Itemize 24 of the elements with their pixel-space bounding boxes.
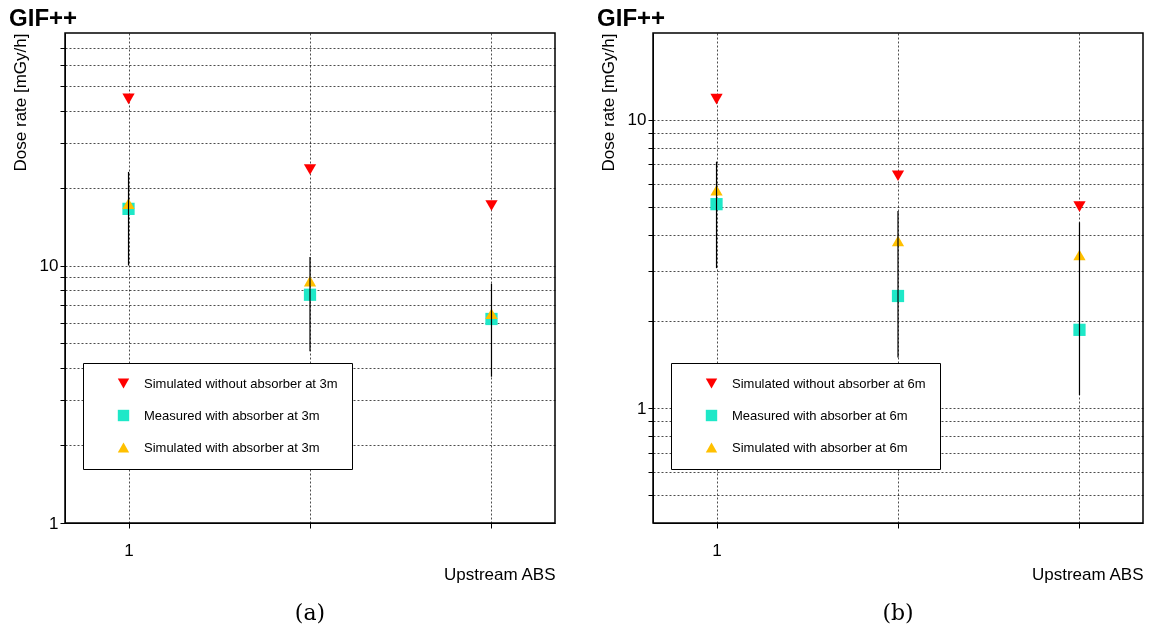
text: (b) [882,600,914,625]
legend-label: Simulated with absorber at 3m [144,439,320,455]
y-axis-title: Dose rate [mGy/h] [598,33,618,172]
y-tick-label: 10 [39,256,59,276]
point [891,170,905,182]
legend-label: Simulated with absorber at 6m [732,439,908,455]
legend-label: Simulated without absorber at 6m [732,375,926,391]
legend-label: Measured with absorber at 6m [732,407,908,423]
point [1073,201,1086,212]
chart-title: GIF++ [9,4,78,31]
chart-title: GIF++ [597,4,666,31]
x-axis-title: Upstream ABS [444,564,556,584]
legend-label: Measured with absorber at 3m [144,407,320,423]
point [485,200,498,211]
point [710,198,723,211]
point [1073,323,1086,336]
y-axis-title: Dose rate [mGy/h] [10,33,30,172]
text: (a) [294,600,326,625]
point [303,164,317,175]
legend-label: Simulated without absorber at 3m [144,375,338,391]
point [710,93,723,105]
y-tick-label: 10 [627,110,647,130]
x-axis-title: Upstream ABS [1032,564,1144,584]
point [122,93,135,105]
